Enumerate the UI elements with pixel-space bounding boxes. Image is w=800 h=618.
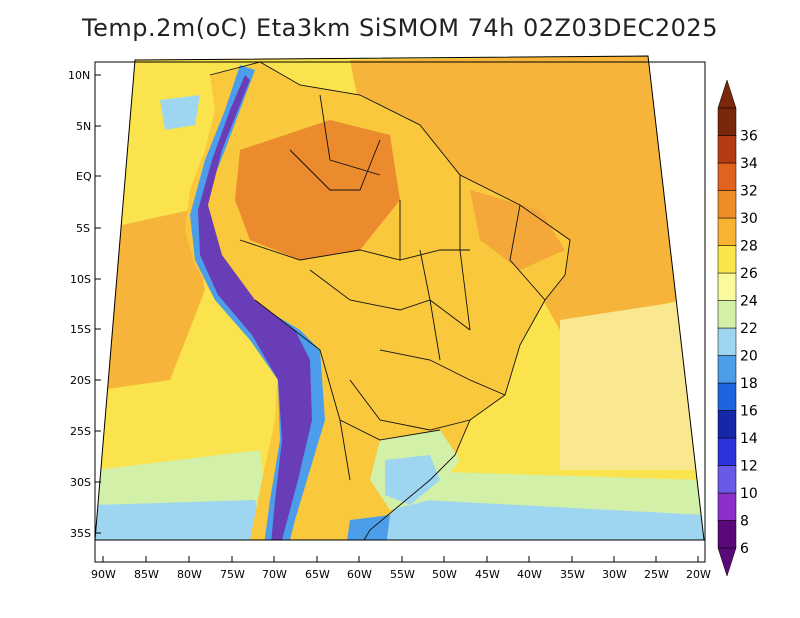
lon-label: 45W — [475, 568, 500, 581]
colorbar-swatch — [717, 437, 737, 466]
lat-label: EQ — [76, 170, 92, 183]
south-atlantic-cold — [330, 495, 704, 540]
colorbar-label: 34 — [740, 156, 758, 172]
lon-label: 30W — [602, 568, 627, 581]
colorbar-swatch — [717, 520, 737, 549]
colorbar-label: 6 — [740, 541, 749, 557]
colorbar-label: 14 — [740, 431, 758, 447]
colorbar-swatch — [717, 492, 737, 521]
lon-label: 70W — [262, 568, 287, 581]
colorbar-label: 28 — [740, 239, 758, 255]
colorbar-swatch — [717, 465, 737, 494]
political-borders — [209, 61, 571, 540]
map-title: Temp.2m(oC) Eta3km SiSMOM 74h 02Z03DEC20… — [82, 14, 718, 42]
pacific-north-cool — [120, 60, 200, 170]
latitude-axis: 10N 5N EQ 5S 10S 15S 20S 25S 30S 35S — [68, 69, 101, 540]
atlantic-warm-region — [350, 56, 680, 330]
pacific-blue-patch — [160, 95, 200, 130]
south-pacific-cold — [95, 500, 265, 540]
colorbar-swatch — [717, 107, 737, 136]
lat-label: 25S — [70, 425, 91, 438]
lon-label: 85W — [134, 568, 159, 581]
colorbar-swatch — [717, 217, 737, 246]
map-field — [95, 56, 704, 540]
colorbar-swatch — [717, 300, 737, 329]
andes-high-region — [198, 75, 312, 540]
colorbar-max-arrow — [717, 79, 737, 109]
colorbar: 6 8 10 12 14 16 18 20 22 24 26 28 30 32 34 36 — [717, 79, 758, 577]
lon-label: 90W — [91, 568, 116, 581]
lat-label: 10S — [70, 273, 91, 286]
amazon-hot-region — [235, 120, 400, 260]
longitude-axis: 90W 85W 80W 75W 70W 65W 60W 55W 50W 45W … — [91, 556, 711, 581]
lat-label: 30S — [70, 476, 91, 489]
rio-grande-cold — [385, 455, 440, 505]
colorbar-label: 26 — [740, 266, 758, 282]
northeast-warm-region — [470, 190, 565, 270]
colorbar-label: 18 — [740, 376, 758, 392]
lon-label: 40W — [517, 568, 542, 581]
colorbar-swatch — [717, 355, 737, 384]
lon-label: 25W — [644, 568, 669, 581]
atlantic-mild — [560, 300, 704, 470]
colorbar-label: 22 — [740, 321, 758, 337]
lat-label: 5N — [76, 120, 91, 133]
colorbar-swatch — [717, 135, 737, 164]
colorbar-label: 12 — [740, 459, 758, 475]
colorbar-swatch — [717, 327, 737, 356]
lon-label: 50W — [432, 568, 457, 581]
colorbar-swatch — [717, 245, 737, 274]
lat-label: 5S — [76, 222, 90, 235]
colorbar-label: 10 — [740, 486, 758, 502]
colorbar-swatch — [717, 162, 737, 191]
lon-label: 80W — [177, 568, 202, 581]
colorbar-label: 16 — [740, 404, 758, 420]
lon-label: 75W — [220, 568, 245, 581]
colorbar-min-arrow — [717, 547, 737, 577]
lon-label: 55W — [390, 568, 415, 581]
colorbar-label: 32 — [740, 184, 758, 200]
lon-label: 35W — [560, 568, 585, 581]
colorbar-label: 8 — [740, 514, 749, 530]
pacific-warm-region — [100, 210, 205, 390]
colorbar-swatch — [717, 190, 737, 219]
lat-label: 15S — [70, 323, 91, 336]
lat-label: 10N — [68, 69, 90, 82]
lon-label: 65W — [305, 568, 330, 581]
colorbar-swatch — [717, 382, 737, 411]
colorbar-swatch — [717, 272, 737, 301]
colorbar-swatch — [717, 410, 737, 439]
lat-label: 35S — [70, 527, 91, 540]
lon-label: 20W — [686, 568, 711, 581]
plot-frame — [94, 61, 706, 563]
domain-border — [94, 55, 705, 541]
colorbar-label: 30 — [740, 211, 758, 227]
colorbar-label: 36 — [740, 129, 758, 145]
colorbar-label: 24 — [740, 294, 758, 310]
lon-label: 60W — [347, 568, 372, 581]
lat-label: 20S — [70, 374, 91, 387]
colorbar-label: 20 — [740, 349, 758, 365]
